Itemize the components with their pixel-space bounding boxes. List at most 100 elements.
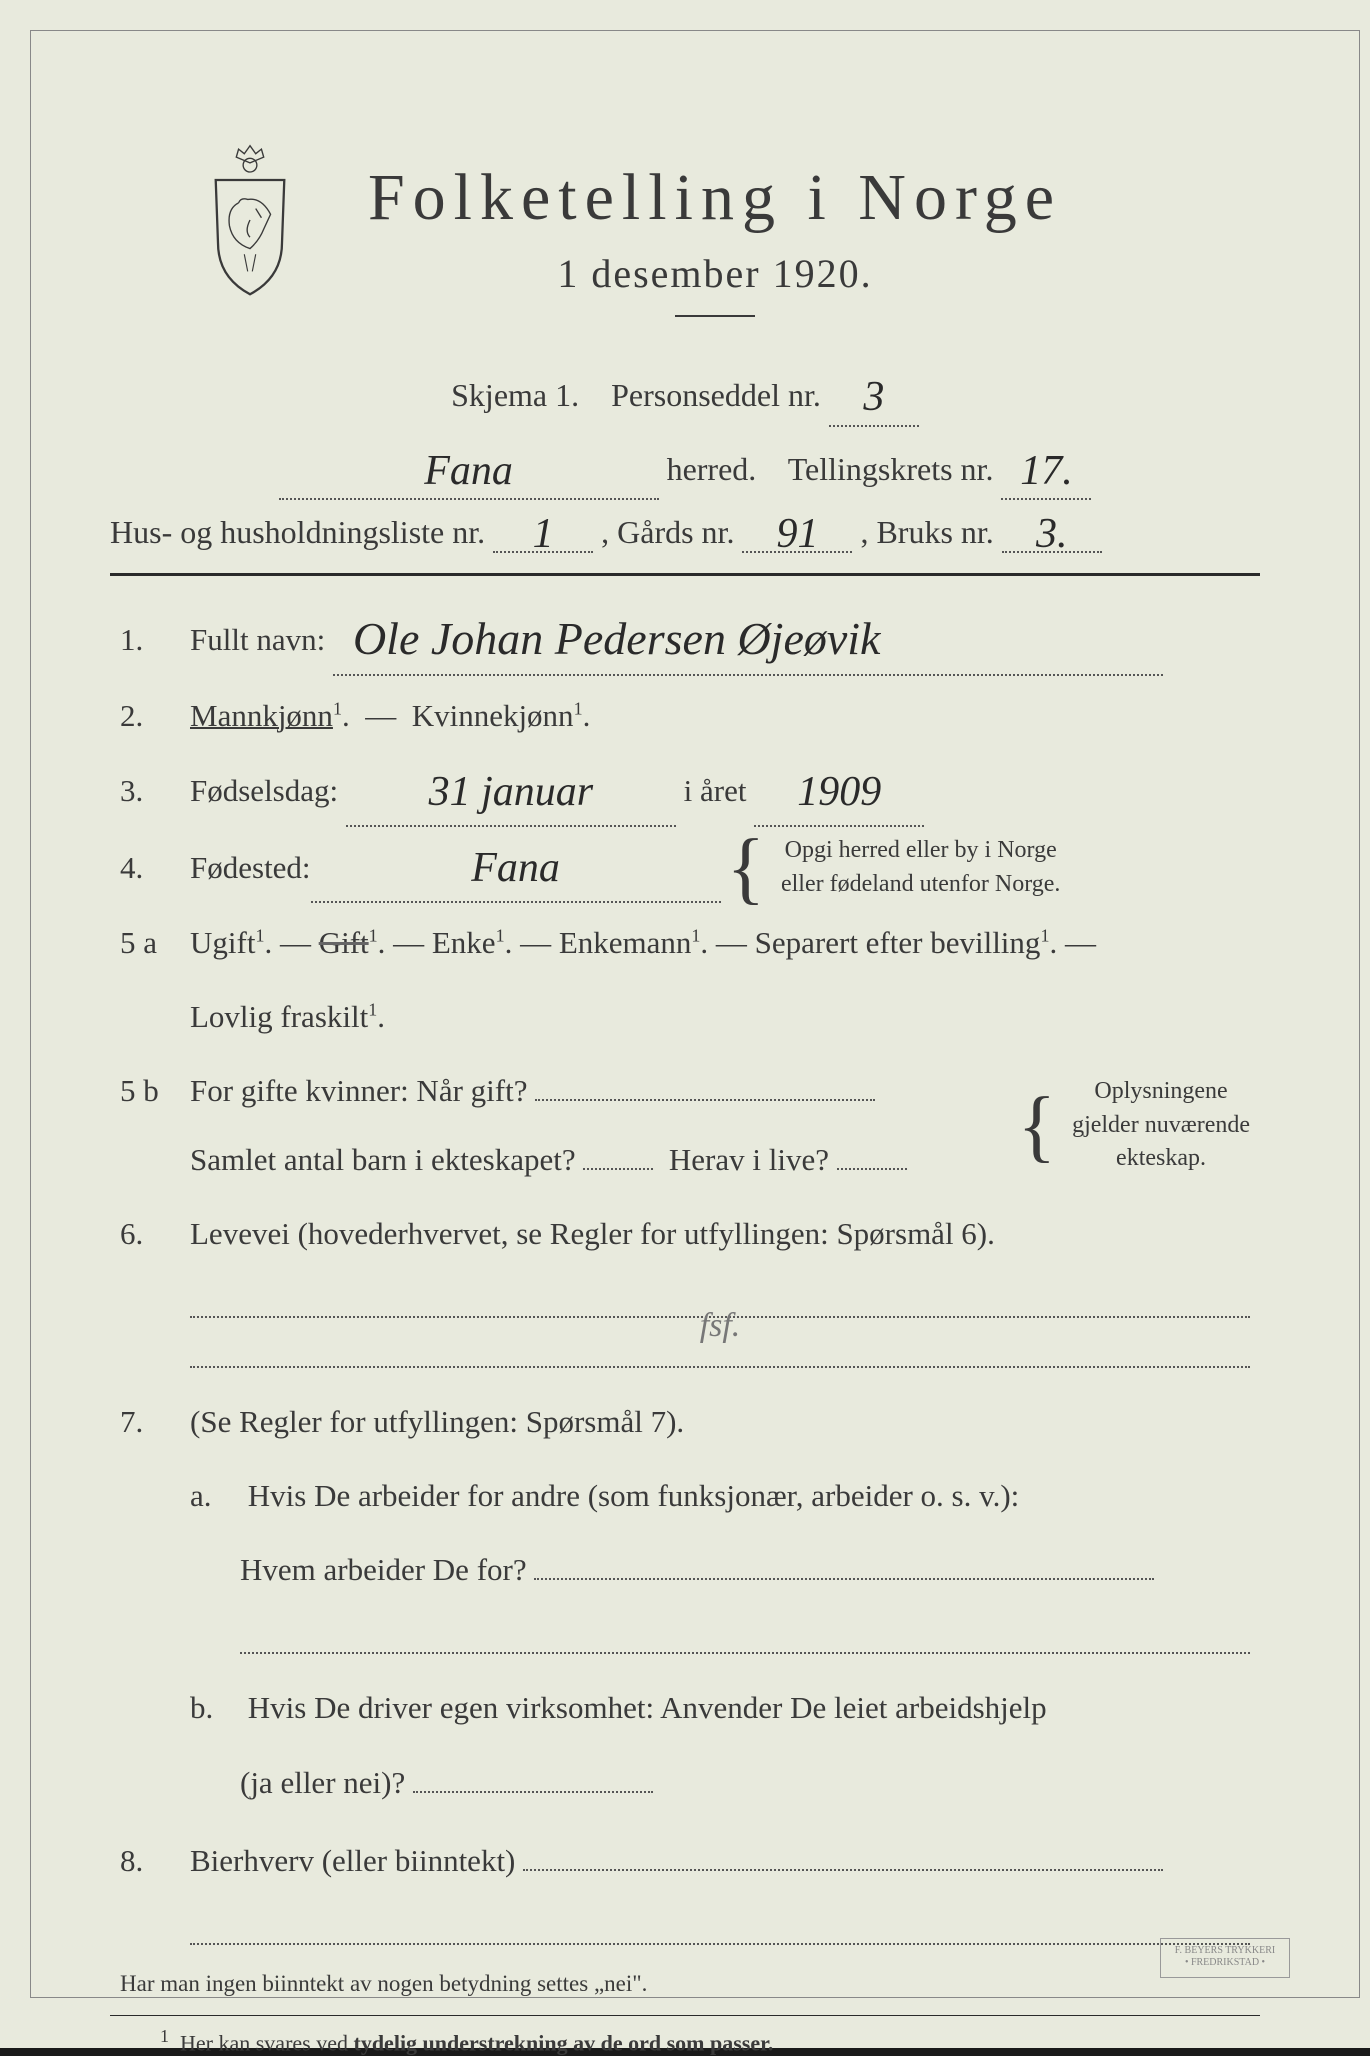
sup: 1 [255,926,264,946]
bruks-field: 3. [1002,514,1102,553]
q3-num: 3. [120,757,190,825]
sup: 1 [691,926,700,946]
husliste-field: 1 [493,514,593,553]
q7-label: (Se Regler for utfyllingen: Spørsmål 7). [190,1388,1250,1456]
q1-body: Fullt navn: Ole Johan Pedersen Øjeøvik [190,606,1250,676]
title-rule [675,315,755,317]
brace-icon: { [1018,1098,1056,1154]
krets-field: 17. [1001,441,1091,501]
q5b-note2: gjelder nuværende [1072,1112,1250,1138]
q1-row: 1. Fullt navn: Ole Johan Pedersen Øjeøvi… [120,606,1250,676]
person-nr-value: 3 [863,381,884,415]
q7-row: 7. (Se Regler for utfyllingen: Spørsmål … [120,1388,1250,1456]
q7a-line1: Hvis De arbeider for andre (som funksjon… [248,1478,1020,1513]
q7-num: 7. [120,1388,190,1456]
q4-num: 4. [120,834,190,902]
q5b-note3: ekteskap. [1116,1145,1206,1171]
q6-row: 6. Levevei (hovederhvervet, se Regler fo… [120,1200,1250,1268]
gards-value: 91 [776,518,818,552]
meta-line-3: Hus- og husholdningsliste nr. 1 , Gårds … [70,514,1300,553]
q1-field: Ole Johan Pedersen Øjeøvik [333,606,1163,676]
herred-label: herred. [667,451,757,487]
meta-line-1: Skjema 1. Personseddel nr. 3 [70,367,1300,427]
q7b-line1: Hvis De driver egen virksomhet: Anvender… [248,1690,1047,1725]
sup: 1 [1040,926,1049,946]
q5b-l2b: Herav i live? [669,1142,829,1177]
q2-kvinne: Kvinnekjønn [412,698,574,733]
q7a: a. Hvis De arbeider for andre (som funks… [120,1462,1250,1530]
q3-day-value: 31 januar [429,776,594,810]
q4-note: Opgi herred eller by i Norge eller fødel… [781,834,1060,901]
q5b-body: For gifte kvinner: Når gift? Samlet anta… [190,1057,1250,1193]
sup: 1 [496,926,505,946]
q8-field [523,1869,1163,1871]
q8-line2 [190,1915,1250,1945]
q4-note1: Opgi herred eller by i Norge [785,837,1057,863]
meta-block: Skjema 1. Personseddel nr. 3 Fana herred… [70,367,1300,500]
footnote-1: 1 Her kan svares ved tydelig understrekn… [110,2016,1260,2056]
q4-field: Fana [311,833,721,903]
q5b-f1 [535,1099,875,1101]
bruks-value: 3. [1036,518,1068,552]
q8-body: Bierhverv (eller biinntekt) [190,1827,1250,1895]
q5a-separert: Separert efter bevilling [755,925,1041,960]
q5a-fraskilt: Lovlig fraskilt [190,999,368,1034]
sup: 1 [369,926,378,946]
q5a-enkemann: Enkemann [559,925,692,960]
herred-value: Fana [424,455,513,489]
q5a-enke: Enke [432,925,496,960]
q7b-field [413,1791,653,1793]
meta-line-2: Fana herred. Tellingskrets nr. 17. [70,441,1300,501]
krets-value: 17. [1020,455,1073,489]
header: Folketelling i Norge 1 desember 1920. [70,160,1300,347]
q7a-line2: Hvem arbeider De for? [240,1552,527,1587]
q5b-l1: For gifte kvinner: Når gift? [190,1073,527,1108]
q4-row: 4. Fødested: Fana { Opgi herred eller by… [120,833,1250,903]
q4-note2: eller fødeland utenfor Norge. [781,871,1060,897]
q5a-gift: Gift [319,925,369,960]
q8-row: 8. Bierhverv (eller biinntekt) [120,1827,1250,1895]
coat-of-arms-icon [190,140,310,300]
q8-label: Bierhverv (eller biinntekt) [190,1843,515,1878]
person-label: Personseddel nr. [611,377,821,413]
q7a-letter: a. [190,1462,240,1530]
q5b-note1: Oplysningene [1094,1078,1227,1104]
q7b-2: (ja eller nei)? [120,1749,1250,1817]
q5b-row: 5 b For gifte kvinner: Når gift? Samlet … [120,1057,1250,1193]
q3-label: Fødselsdag: [190,773,338,808]
footnote-num: 1 [160,2026,169,2046]
brace-icon: { [727,840,765,896]
q5b-note: Oplysningene gjelder nuværende ekteskap. [1072,1075,1250,1176]
q3-year-field: 1909 [754,757,924,827]
title-block: Folketelling i Norge 1 desember 1920. [368,160,1062,347]
person-nr-field: 3 [829,367,919,427]
page-title: Folketelling i Norge [368,160,1062,236]
gards-field: 91 [742,514,852,553]
q4-label: Fødested: [190,834,311,902]
q8-num: 8. [120,1827,190,1895]
q1-num: 1. [120,606,190,674]
q5a-row2: Lovlig fraskilt1. [120,983,1250,1051]
krets-label: Tellingskrets nr. [788,451,994,487]
q7a-field [534,1578,1154,1580]
q5b-f3 [837,1168,907,1170]
q6-line1: fsf. [190,1288,1250,1318]
divider-top [110,573,1260,576]
q4-body: Fødested: Fana { Opgi herred eller by i … [190,833,1250,903]
q6-num: 6. [120,1200,190,1268]
stamp-1: F. BEYERS TRYKKERI [1175,1945,1275,1956]
skjema-label: Skjema 1. [451,377,579,413]
q5b-num: 5 b [120,1057,190,1125]
q7b-letter: b. [190,1674,240,1742]
q1-value: Ole Johan Pedersen Øjeøvik [353,621,881,658]
q2-mann: Mannkjønn [190,698,333,733]
q5a-row: 5 a Ugift1. — Gift1. — Enke1. — Enkemann… [120,909,1250,977]
q3-body: Fødselsdag: 31 januar i året 1909 [190,757,1250,827]
q3-year-value: 1909 [797,776,881,810]
printer-stamp: F. BEYERS TRYKKERI • FREDRIKSTAD • [1160,1938,1290,1978]
q2-num: 2. [120,682,190,750]
q2-sup1: 1 [333,699,342,719]
q5a-num: 5 a [120,909,190,977]
q2-body: Mannkjønn1. — Kvinnekjønn1. [190,682,1250,750]
q3-row: 3. Fødselsdag: 31 januar i året 1909 [120,757,1250,827]
